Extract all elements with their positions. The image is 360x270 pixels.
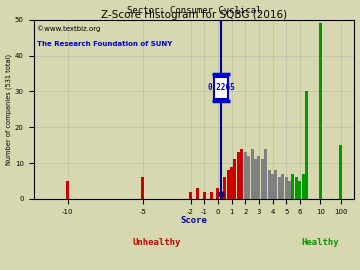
Bar [251, 149, 253, 199]
FancyBboxPatch shape [214, 77, 228, 99]
Bar [240, 149, 243, 199]
Bar [339, 145, 342, 199]
Text: The Research Foundation of SUNY: The Research Foundation of SUNY [37, 41, 172, 47]
Bar [292, 174, 294, 199]
Bar [271, 174, 274, 199]
Bar [257, 156, 260, 199]
Bar [216, 188, 219, 199]
Bar [274, 170, 278, 199]
Bar [220, 192, 223, 199]
Bar [298, 181, 301, 199]
Bar [254, 160, 257, 199]
Bar [285, 177, 288, 199]
Bar [264, 149, 267, 199]
Bar [223, 177, 226, 199]
Bar [244, 152, 247, 199]
Bar [267, 170, 271, 199]
Text: Sector: Consumer Cyclical: Sector: Consumer Cyclical [127, 6, 261, 15]
Bar [141, 177, 144, 199]
Bar [305, 92, 308, 199]
Text: Healthy: Healthy [301, 238, 339, 247]
Bar [288, 181, 291, 199]
Text: ©www.textbiz.org: ©www.textbiz.org [37, 25, 100, 32]
Bar [247, 156, 250, 199]
Title: Z-Score Histogram for SQBG (2016): Z-Score Histogram for SQBG (2016) [101, 10, 287, 20]
Bar [302, 174, 305, 199]
Bar [230, 167, 233, 199]
Bar [295, 177, 298, 199]
Bar [210, 192, 212, 199]
Bar [66, 181, 69, 199]
X-axis label: Score: Score [181, 216, 207, 225]
Bar [203, 192, 206, 199]
Bar [278, 177, 281, 199]
Text: Unhealthy: Unhealthy [132, 238, 181, 247]
Bar [189, 192, 192, 199]
Bar [319, 23, 322, 199]
Bar [261, 160, 264, 199]
Bar [237, 152, 240, 199]
Text: 0.2265: 0.2265 [207, 83, 235, 92]
Y-axis label: Number of companies (531 total): Number of companies (531 total) [5, 54, 12, 165]
Bar [234, 160, 237, 199]
Bar [196, 188, 199, 199]
Bar [281, 174, 284, 199]
Bar [227, 170, 230, 199]
